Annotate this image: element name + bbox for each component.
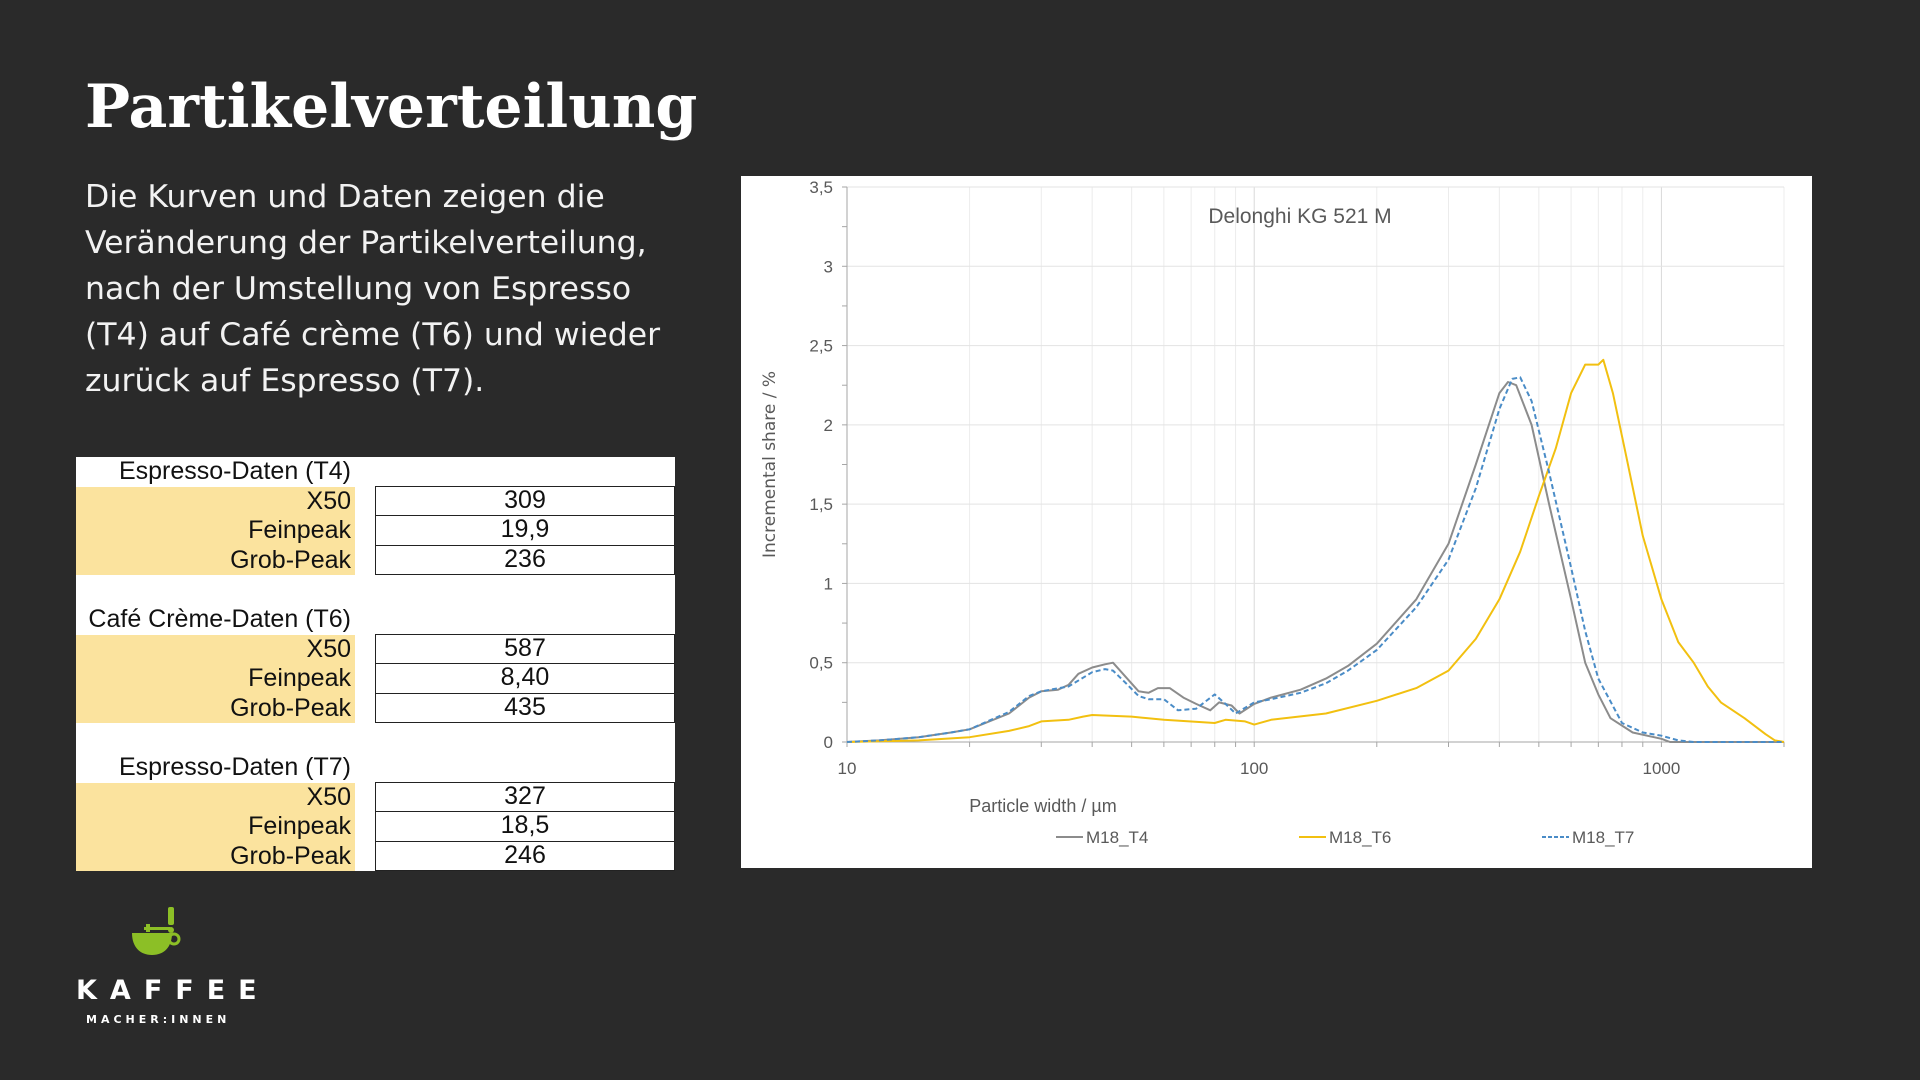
x-tick-label: 1000 [1643,759,1681,778]
series-line-m18_t6 [846,358,1785,743]
logo-subtitle: MACHER:INNEN [86,1013,231,1026]
particle-distribution-chart: 0 0,5 1 1,5 2 2,5 3 3,5 10 100 1000 Delonghi KG 521… [760,178,1785,847]
row-value: 309 [375,485,675,517]
row-value: 18,5 [375,811,675,842]
cell-gap [355,545,375,576]
y-tick-label: 3,5 [809,178,833,197]
legend-label: M18_T4 [1086,828,1148,847]
intro-text: Die Kurven und Daten zeigen die Veränder… [85,179,661,399]
cell-gap [355,782,375,813]
row-value: 8,40 [375,663,675,694]
y-tick-label: 0 [824,733,833,752]
row-label: X50 [76,634,355,665]
y-tick-label: 2 [824,416,833,435]
y-tick-label: 1 [824,574,833,593]
x-tick-label: 10 [838,759,857,778]
row-value: 327 [375,781,675,813]
y-tick-label: 2,5 [809,337,833,356]
row-label: Grob-Peak [76,693,355,724]
row-label: Feinpeak [76,812,355,842]
legend-label: M18_T6 [1329,828,1391,847]
x-axis-label: Particle width / µm [969,796,1116,816]
y-tick-label: 3 [824,257,833,276]
cell-gap [355,693,375,724]
legend-label: M18_T7 [1572,828,1634,847]
cell-gap [355,634,375,665]
row-value: 587 [375,633,675,665]
kaffee-logo: KAFFEE MACHER:INNEN [72,905,257,1026]
table-section-heading: Espresso-Daten (T4) [76,457,675,487]
cell-gap [355,812,375,842]
row-value: 435 [375,692,675,724]
cell-gap [355,841,375,872]
table-spacer [76,575,675,605]
y-axis-label: Incremental share / % [760,371,780,558]
row-value: 236 [375,544,675,576]
y-tick-label: 1,5 [809,495,833,514]
table-section-heading: Espresso-Daten (T7) [76,752,675,783]
row-label: Grob-Peak [76,841,355,872]
table-section-heading: Café Crème-Daten (T6) [76,604,675,635]
table-spacer [76,723,675,753]
row-label: Grob-Peak [76,545,355,576]
row-label: Feinpeak [76,664,355,694]
chart-panel: 0 0,5 1 1,5 2 2,5 3 3,5 10 100 1000 Delonghi KG 521… [741,176,1812,868]
section-heading-text: Espresso-Daten (T4) [118,457,351,485]
coffee-cup-icon [132,907,181,955]
x-tick-label: 100 [1240,759,1268,778]
section-heading-text: Café Crème-Daten (T6) [88,604,351,633]
cell-gap [355,486,375,517]
row-label: Feinpeak [76,516,355,546]
data-table: Espresso-Daten (T4) X50 309 Feinpeak 19,9 Gro… [76,457,675,872]
series-line-m18_t7 [846,376,1784,743]
y-tick-label: 0,5 [809,654,833,673]
row-label: X50 [76,486,355,517]
logo-brand: KAFFEE [76,975,270,1006]
chart-title: Delonghi KG 521 M [1208,205,1391,228]
cell-gap [355,664,375,694]
row-label: X50 [76,782,355,813]
page-title: Partikelverteilung [85,72,698,142]
cell-gap [355,516,375,546]
section-heading-text: Espresso-Daten (T7) [118,752,351,781]
row-value: 246 [375,840,675,872]
row-value: 19,9 [375,515,675,546]
